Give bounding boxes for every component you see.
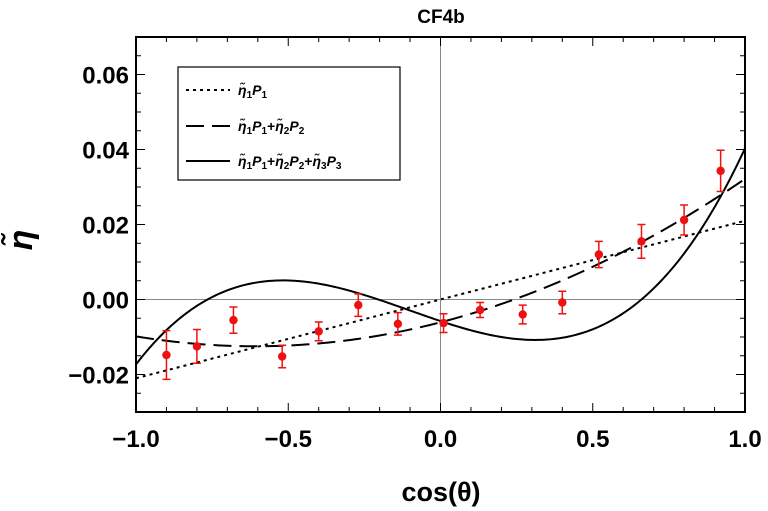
legend-plus: + [304, 153, 312, 169]
legend-symbol: P [252, 82, 262, 98]
x-tick-label: 0.0 [424, 426, 457, 453]
legend-label-3: η̃1P1+η̃2P2+η̃3P3 [238, 152, 342, 172]
legend-symbol: η̃ [238, 81, 247, 98]
data-point [558, 298, 567, 307]
y-tick-label: −0.02 [68, 363, 129, 390]
legend-subscript: 1 [247, 126, 253, 137]
x-tick-label: −1.0 [112, 426, 159, 453]
legend-subscript: 2 [299, 126, 305, 137]
legend-symbol: P [289, 118, 299, 134]
data-point [277, 352, 287, 361]
y-tick-label: 0.02 [82, 213, 129, 240]
legend-subscript: 3 [321, 161, 327, 172]
data-point [162, 350, 171, 360]
legend-symbol: η̃ [238, 152, 247, 169]
legend-subscript: 1 [247, 161, 253, 172]
x-tick-label: 1.0 [728, 426, 761, 453]
data-point [637, 237, 646, 246]
legend-symbol: η̃ [312, 152, 321, 169]
legend-plus: + [267, 153, 275, 169]
legend-subscript: 2 [284, 126, 290, 137]
x-axis-label: cos(θ) [401, 477, 480, 507]
y-tick-label: 0.00 [82, 288, 129, 315]
data-point [594, 250, 604, 259]
legend-subscript: 1 [261, 90, 267, 101]
y-tick-label: 0.04 [82, 138, 129, 165]
x-tick-label: −0.5 [265, 426, 312, 453]
legend-subscript: 1 [261, 161, 267, 172]
legend-symbol: η̃ [275, 117, 284, 134]
legend-subscript: 2 [284, 161, 290, 172]
legend-subscript: 3 [336, 161, 342, 172]
data-point [192, 342, 202, 351]
data-point [314, 327, 323, 336]
data-point [475, 305, 485, 315]
legend-subscript: 1 [247, 90, 253, 101]
legend-symbol: P [289, 153, 299, 169]
legend-symbol: P [327, 153, 337, 169]
data-point [518, 310, 527, 319]
legend-plus: + [267, 118, 275, 134]
legend-symbol: P [252, 118, 262, 134]
y-axis-label: η̃ [1, 230, 40, 251]
data-point [354, 300, 363, 310]
data-point [439, 318, 448, 328]
legend-subscript: 1 [261, 126, 267, 137]
data-point [679, 215, 689, 225]
axes: −1.0 −0.5 0.0 0.5 1.0 −0.02 0.00 0.02 0.04 0.06 [68, 36, 762, 453]
legend-subscript: 2 [299, 161, 305, 172]
legend-label-1: η̃1P1 [238, 81, 267, 101]
chart-title: CF4b [417, 7, 465, 28]
y-tick-label: 0.06 [82, 63, 129, 90]
data-point [393, 319, 403, 329]
legend-symbol: P [252, 153, 262, 169]
legend-label-2: η̃1P1+η̃2P2 [238, 117, 305, 137]
x-tick-label: 0.5 [576, 426, 609, 453]
legend-symbol: η̃ [238, 117, 247, 134]
legend-symbol: η̃ [275, 152, 284, 169]
data-points [162, 149, 725, 381]
data-point [716, 166, 725, 176]
data-point [229, 315, 238, 325]
